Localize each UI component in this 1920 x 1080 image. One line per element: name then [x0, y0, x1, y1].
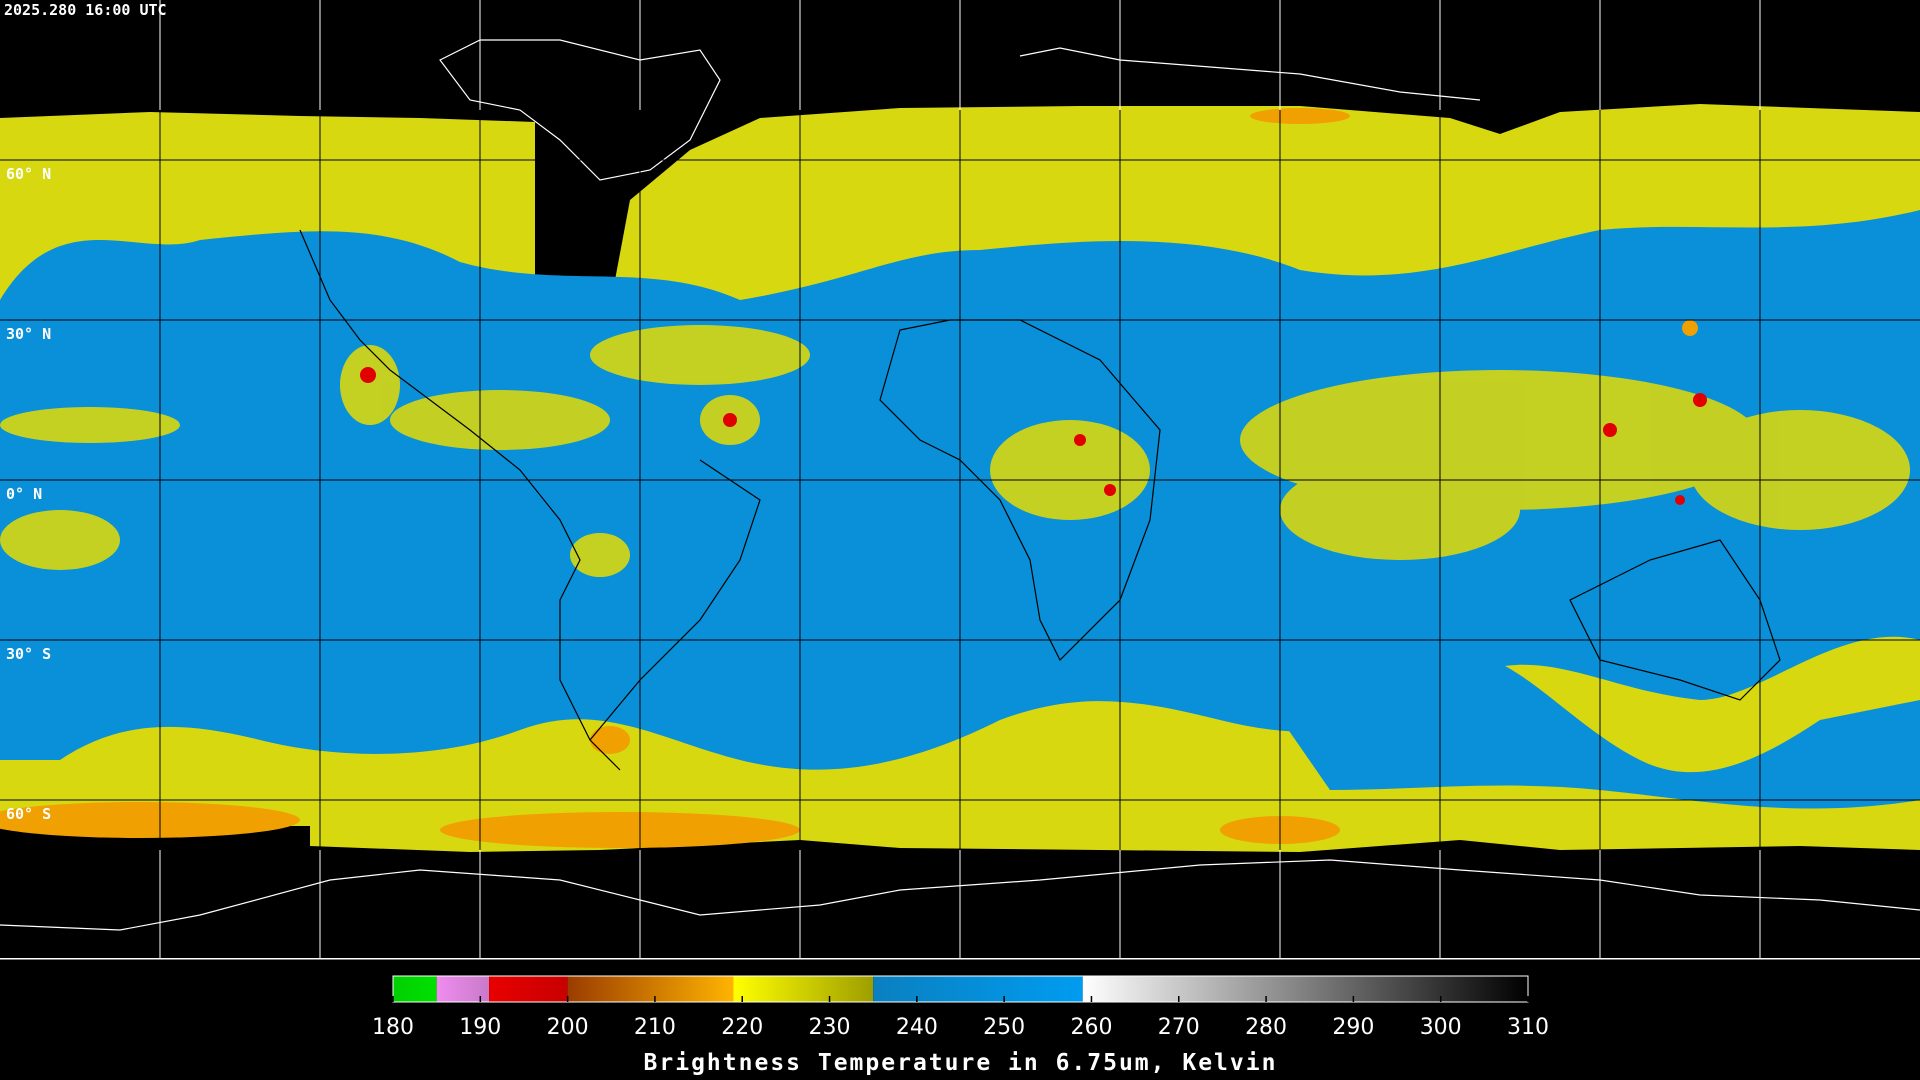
colorbar-segment	[567, 976, 734, 1002]
colorbar-tick-label: 310	[1507, 1015, 1549, 1040]
colorbar-tick-label: 230	[809, 1015, 851, 1040]
latitude-label: 30° N	[6, 325, 51, 343]
colorbar-segment	[873, 976, 1083, 1002]
colorbar-tick-label: 180	[372, 1015, 414, 1040]
colorbar-tick-label: 270	[1158, 1015, 1200, 1040]
colorbar-segment	[733, 976, 874, 1002]
colorbar-title: Brightness Temperature in 6.75um, Kelvin	[644, 1050, 1278, 1076]
latitude-label: 60° S	[6, 805, 51, 823]
colorbar-segment	[1082, 976, 1528, 1002]
colorbar-segment	[489, 976, 568, 1002]
colorbar-tick-label: 240	[896, 1015, 938, 1040]
colorbar-tick-label: 220	[721, 1015, 763, 1040]
map-border	[0, 958, 1920, 960]
latitude-label: 0° N	[6, 485, 42, 503]
colorbar-frame	[392, 975, 1529, 1003]
colorbar-segment	[436, 976, 490, 1002]
colorbar-tick-label: 200	[547, 1015, 589, 1040]
colorbar-tick-label: 280	[1245, 1015, 1287, 1040]
colorbar: 180 190 200 210 220 230 240 250 260 270 280 290 300 3…	[372, 975, 1549, 1076]
latitude-labels: 60° N 30° N 0° N 30° S 60° S	[6, 165, 51, 823]
map	[0, 0, 1920, 960]
colorbar-tick-label: 300	[1420, 1015, 1462, 1040]
colorbar-tick-label: 210	[634, 1015, 676, 1040]
coastlines	[0, 39, 1920, 931]
colorbar-tick-label: 190	[459, 1015, 501, 1040]
timestamp: 2025.280 16:00 UTC	[4, 1, 167, 19]
colorbar-tick-label: 290	[1332, 1015, 1374, 1040]
colorbar-tick-label: 260	[1070, 1015, 1112, 1040]
colorbar-segment	[393, 976, 437, 1002]
meridians	[159, 0, 1761, 958]
latitude-label: 60° N	[6, 165, 51, 183]
latitude-label: 30° S	[6, 645, 51, 663]
colorbar-tick-label: 250	[983, 1015, 1025, 1040]
